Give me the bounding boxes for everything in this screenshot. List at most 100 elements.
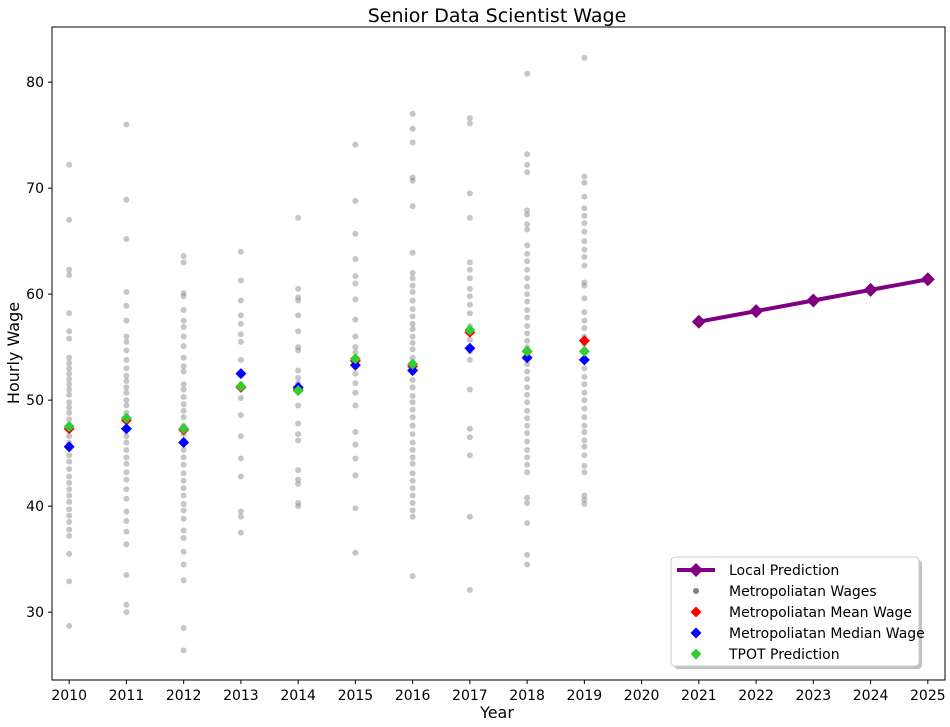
metro-wage-point <box>466 120 473 127</box>
metro-wage-point <box>524 151 531 158</box>
legend-label: Metropoliatan Median Wage <box>729 626 925 642</box>
metro-wage-point <box>581 254 588 261</box>
metro-wage-point <box>409 446 416 453</box>
metro-wage-point <box>581 462 588 469</box>
y-tick-label: 40 <box>26 499 44 515</box>
metro-wage-point <box>409 203 416 210</box>
metro-wage-point <box>123 317 130 324</box>
x-tick-label: 2019 <box>567 688 603 704</box>
metro-wage-point <box>180 534 187 541</box>
x-tick-label: 2012 <box>166 688 202 704</box>
metro-wage-point <box>581 54 588 61</box>
metro-wage-point <box>466 425 473 432</box>
metro-wage-point <box>352 349 359 356</box>
y-tick-label: 80 <box>26 75 44 91</box>
x-tick-label: 2017 <box>452 688 488 704</box>
metro-wage-point <box>581 452 588 459</box>
metro-wage-point <box>581 220 588 227</box>
median-wage-marker <box>578 354 590 366</box>
metro-wage-point <box>409 439 416 446</box>
metro-wage-point <box>123 338 130 345</box>
metro-wage-point <box>352 472 359 479</box>
metro-wage-point <box>409 414 416 421</box>
metro-wage-point <box>409 305 416 312</box>
metro-wage-point <box>409 507 416 514</box>
metro-wage-point <box>295 374 302 381</box>
metro-wage-point <box>66 335 73 342</box>
metro-wage-point <box>409 320 416 327</box>
metro-wage-point <box>180 333 187 340</box>
metro-wage-point <box>66 532 73 539</box>
tpot-prediction-marker <box>521 345 533 357</box>
metro-wage-point <box>524 499 531 506</box>
metro-wage-point <box>66 360 73 367</box>
metro-wage-point <box>524 469 531 476</box>
legend-swatch-marker <box>689 563 703 577</box>
metro-wage-point <box>66 399 73 406</box>
metro-wage-point <box>581 443 588 450</box>
metro-wage-point <box>581 212 588 219</box>
legend-label: Metropoliatan Mean Wage <box>729 605 912 621</box>
metro-wage-point <box>524 415 531 422</box>
metro-wage-point <box>180 507 187 514</box>
metro-wage-point <box>581 193 588 200</box>
median-wage-marker <box>521 352 533 364</box>
metro-wage-point <box>581 262 588 269</box>
metro-wage-point <box>180 414 187 421</box>
metro-wage-point <box>123 439 130 446</box>
metro-wage-point <box>295 420 302 427</box>
metro-wage-point <box>66 519 73 526</box>
metro-wage-point <box>66 386 73 393</box>
y-tick-label: 30 <box>26 605 44 621</box>
metro-wage-point <box>180 625 187 632</box>
metro-wage-point <box>66 486 73 493</box>
metro-wage-point <box>123 333 130 340</box>
metro-wage-point <box>66 416 73 423</box>
metro-wage-point <box>66 512 73 519</box>
metro-wage-point <box>123 196 130 203</box>
x-tick-label: 2023 <box>796 688 832 704</box>
metro-wage-point <box>581 428 588 435</box>
metro-wage-point <box>295 347 302 354</box>
metro-wage-point <box>524 207 531 214</box>
x-tick-label: 2024 <box>853 688 889 704</box>
metro-wage-point <box>466 275 473 282</box>
metro-wage-point <box>581 389 588 396</box>
metro-wage-point <box>237 473 244 480</box>
legend-label: TPOT Prediction <box>728 647 840 663</box>
metro-wage-point <box>66 161 73 168</box>
metro-wage-point <box>524 494 531 501</box>
legend-swatch-dot <box>693 588 699 594</box>
metro-wage-point <box>123 402 130 409</box>
metro-wage-point <box>524 307 531 314</box>
metro-wage-point <box>66 272 73 279</box>
metro-wage-point <box>352 441 359 448</box>
metro-wage-point <box>180 293 187 300</box>
legend-label: Metropoliatan Wages <box>729 584 877 600</box>
local-prediction-marker <box>691 314 706 329</box>
tpot-prediction-marker <box>120 412 132 424</box>
metro-wage-point <box>581 282 588 289</box>
metro-wage-point <box>180 454 187 461</box>
metro-wage-point <box>581 173 588 180</box>
metro-wage-point <box>237 433 244 440</box>
metro-wage-point <box>524 454 531 461</box>
metro-wage-point <box>123 508 130 515</box>
metro-wage-point <box>581 365 588 372</box>
metro-wage-point <box>66 391 73 398</box>
metro-wage-point <box>66 466 73 473</box>
metro-wage-point <box>581 295 588 302</box>
metro-wage-point <box>180 393 187 400</box>
metro-wage-point <box>180 470 187 477</box>
metro-wage-point <box>581 469 588 476</box>
tpot-prediction-marker <box>292 385 304 397</box>
metro-wage-point <box>180 354 187 361</box>
metro-wage-point <box>180 561 187 568</box>
x-tick-label: 2016 <box>395 688 431 704</box>
metro-wage-point <box>581 414 588 421</box>
metro-wage-point <box>466 586 473 593</box>
metro-wage-point <box>581 205 588 212</box>
tpot-prediction-marker <box>178 423 190 435</box>
metro-wage-point <box>524 561 531 568</box>
